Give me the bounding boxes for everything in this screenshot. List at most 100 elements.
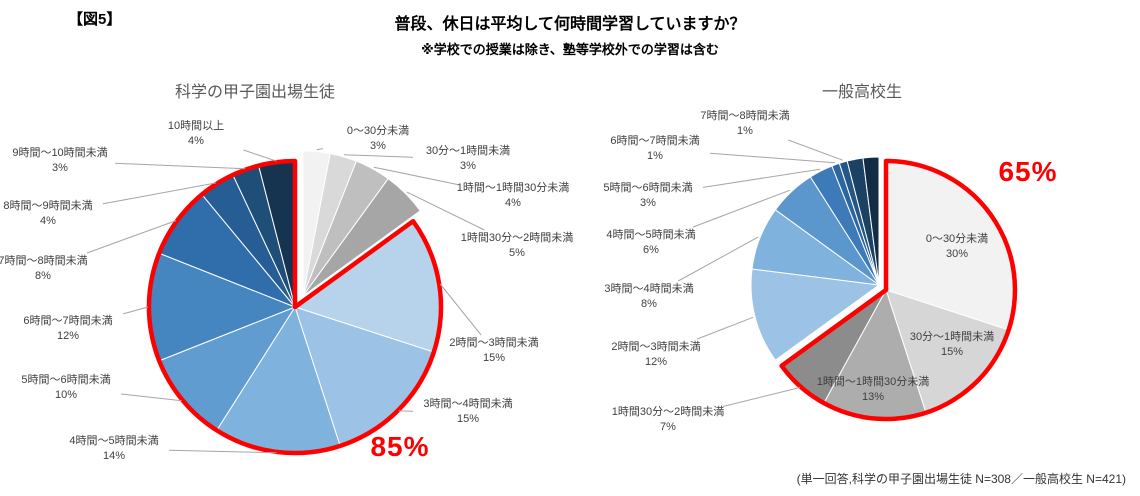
slice-label: 6時間〜7時間未満 12% bbox=[23, 314, 112, 344]
slice-label: 5時間〜6時間未満 3% bbox=[603, 181, 692, 211]
slice-label-text: 30分〜1時間未満 bbox=[425, 145, 511, 158]
slice-label-value: 3% bbox=[52, 162, 68, 174]
slice-label-text: 3時間〜4時間未満 bbox=[604, 283, 694, 296]
survey-note: (単一回答,科学の甲子園出場生徒 N=308／一般高校生 N=421) bbox=[796, 472, 1126, 486]
slice-label-value: 8% bbox=[35, 270, 51, 282]
slice-label: 1時間〜1時間30分未満 13% bbox=[817, 375, 929, 405]
slice-label: 6時間〜7時間未満 1% bbox=[610, 134, 699, 164]
pie-chart-science-koshien: 0〜30分未満 3% 30分〜1時間未満 3% 1時間〜1時間30分未満 4% 1時間30分… bbox=[0, 95, 573, 496]
slice-label: 9時間〜10時間未満 3% bbox=[12, 146, 107, 176]
slice-label-text: 1時間30分〜2時間未満 bbox=[460, 232, 574, 245]
leader-line bbox=[243, 149, 277, 162]
slice-label-value: 10% bbox=[54, 389, 78, 401]
leader-line bbox=[102, 182, 217, 205]
highlight-65-percent: 65% bbox=[998, 156, 1058, 187]
slice-label-text: 3時間〜4時間未満 bbox=[423, 398, 513, 411]
leader-line bbox=[439, 283, 482, 336]
main-title: 普段、休日は平均して何時間学習していますか？ bbox=[394, 16, 746, 33]
slice-label-value: 14% bbox=[102, 450, 126, 462]
leader-line bbox=[86, 220, 177, 254]
slice-label-text: 4時間〜5時間未満 bbox=[606, 229, 696, 242]
slice-label: 5時間〜6時間未満 10% bbox=[21, 373, 110, 403]
slice-label-value: 13% bbox=[861, 391, 885, 403]
slice-label-text: 8時間〜9時間未満 bbox=[3, 200, 93, 213]
leader-line bbox=[168, 449, 277, 454]
slice-label-text: 9時間〜10時間未満 bbox=[12, 147, 108, 160]
left-pie-title: 科学の甲子園出場生徒 bbox=[174, 84, 336, 101]
right-pie-title: 一般高校生 bbox=[821, 84, 903, 101]
slice-label: 7時間〜8時間未満 8% bbox=[0, 254, 88, 284]
slice-label: 8時間〜9時間未満 4% bbox=[3, 199, 92, 229]
slice-label-text: 30分〜1時間未満 bbox=[909, 331, 995, 344]
slice-label: 4時間〜5時間未満 6% bbox=[606, 228, 695, 258]
slice-label-text: 10時間以上 bbox=[167, 120, 225, 133]
leader-line bbox=[373, 166, 459, 186]
slice-label-value: 15% bbox=[940, 346, 964, 358]
highlight-85-percent: 85% bbox=[370, 431, 430, 462]
slice-label-value: 15% bbox=[456, 413, 480, 425]
leader-line bbox=[120, 393, 182, 402]
pie-slice bbox=[302, 178, 421, 297]
slice-label-value: 15% bbox=[482, 352, 506, 364]
slice-label: 10時間以上 4% bbox=[168, 119, 224, 149]
slice-label: 3時間〜4時間未満 15% bbox=[423, 397, 512, 427]
pie-chart-general-students: 0〜30分未満 30% 30分〜1時間未満 15% 1時間〜1時間30分未満 13% 1時間… bbox=[570, 95, 1140, 496]
leader-line bbox=[343, 154, 414, 158]
slice-label: 1時間30分〜2時間未満 5% bbox=[461, 231, 573, 261]
slice-label: 4時間〜5時間未満 14% bbox=[69, 434, 158, 464]
highlight-outline bbox=[146, 158, 444, 456]
slice-label-text: 0〜30分未満 bbox=[925, 233, 989, 246]
slice-label-value: 12% bbox=[56, 330, 80, 342]
slice-label-value: 6% bbox=[643, 244, 659, 256]
pie-svg bbox=[86, 148, 485, 456]
subtitle-note: ※学校での授業は除き、塾等学校外での学習は含む bbox=[421, 42, 719, 57]
pie-svg bbox=[677, 139, 1018, 422]
slice-label: 1時間〜1時間30分未満 4% bbox=[457, 181, 569, 211]
title-block: 普段、休日は平均して何時間学習していますか？ ※学校での授業は除き、塾等学校外で… bbox=[0, 10, 1140, 58]
slice-label-text: 5時間〜6時間未満 bbox=[21, 374, 111, 387]
leader-line bbox=[788, 139, 843, 161]
leader-line bbox=[316, 148, 324, 151]
slice-label: 2時間〜3時間未満 12% bbox=[611, 340, 700, 370]
slice-label: 7時間〜8時間未満 1% bbox=[700, 109, 789, 139]
slice-label-text: 0〜30分未満 bbox=[346, 125, 410, 138]
slice-label-value: 30% bbox=[945, 248, 969, 260]
leader-line bbox=[693, 189, 791, 228]
slice-label-text: 1時間30分〜2時間未満 bbox=[611, 406, 725, 419]
leader-line bbox=[406, 191, 485, 231]
slice-label-value: 1% bbox=[647, 150, 663, 162]
leader-line bbox=[677, 236, 759, 282]
slice-label-value: 3% bbox=[460, 160, 476, 172]
slice-label: 0〜30分未満 3% bbox=[347, 124, 409, 154]
slice-label: 1時間30分〜2時間未満 7% bbox=[612, 405, 724, 435]
slice-label-value: 12% bbox=[644, 356, 668, 368]
slice-label: 30分〜1時間未満 3% bbox=[426, 144, 510, 174]
pie-slice bbox=[750, 268, 881, 361]
slice-label-value: 4% bbox=[505, 197, 521, 209]
slice-label-text: 6時間〜7時間未満 bbox=[23, 315, 113, 328]
pie-slice bbox=[862, 156, 880, 286]
slice-label-text: 1時間〜1時間30分未満 bbox=[456, 182, 570, 195]
figure-label: 【図5】 bbox=[68, 11, 122, 28]
slice-label-text: 6時間〜7時間未満 bbox=[610, 135, 700, 148]
slice-label-value: 3% bbox=[370, 140, 386, 152]
slice-label: 3時間〜4時間未満 8% bbox=[604, 282, 693, 312]
slice-label-value: 4% bbox=[40, 215, 56, 227]
leader-line bbox=[114, 162, 246, 170]
leader-line bbox=[702, 168, 821, 188]
leader-line bbox=[122, 306, 149, 315]
leader-line bbox=[709, 152, 836, 164]
leader-line bbox=[697, 316, 754, 340]
slice-label-text: 5時間〜6時間未満 bbox=[603, 182, 693, 195]
highlight-outline bbox=[779, 158, 1018, 422]
slice-label: 30分〜1時間未満 15% bbox=[910, 330, 994, 360]
slice-label: 2時間〜3時間未満 15% bbox=[449, 336, 538, 366]
slice-label-text: 1時間〜1時間30分未満 bbox=[816, 376, 930, 389]
slice-label-value: 4% bbox=[188, 135, 204, 147]
slice-label-value: 1% bbox=[737, 125, 753, 137]
slice-label-value: 5% bbox=[509, 247, 525, 259]
slice-label-text: 2時間〜3時間未満 bbox=[611, 341, 701, 354]
slice-label-value: 3% bbox=[640, 197, 656, 209]
slice-label-text: 4時間〜5時間未満 bbox=[69, 435, 159, 448]
